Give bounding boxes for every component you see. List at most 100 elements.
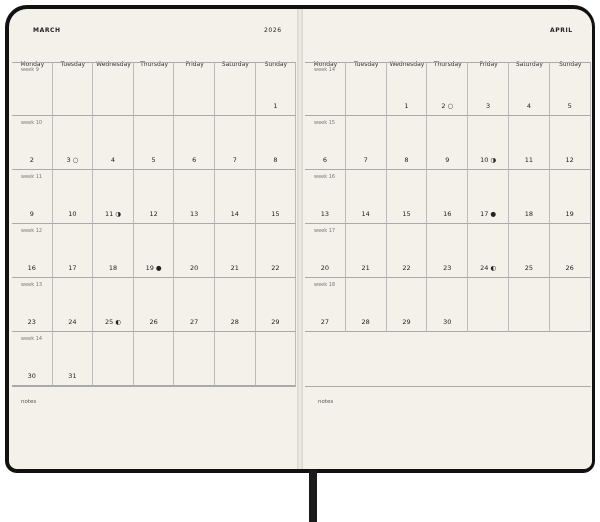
day-cell[interactable]: week 10 2 [12, 116, 53, 170]
day-cell[interactable]: 24 ◐ [468, 224, 509, 278]
day-cell[interactable]: 25 ◐ [93, 278, 134, 332]
weekday-header: Friday [185, 61, 204, 68]
day-cell[interactable]: week 18 27 [305, 278, 346, 332]
day-cell[interactable]: week 15 6 [305, 116, 346, 170]
day-number: 21 [361, 264, 370, 272]
day-cell[interactable] [549, 278, 591, 332]
day-cell[interactable] [345, 62, 387, 116]
day-cell[interactable]: 8 [255, 116, 297, 170]
day-cell[interactable]: 5 [133, 116, 175, 170]
day-cell[interactable]: 21 [215, 224, 256, 278]
bookmark-ribbon[interactable] [309, 470, 317, 522]
day-cell[interactable]: 11 [509, 116, 550, 170]
day-cell[interactable]: 24 [52, 278, 94, 332]
day-cell[interactable]: 13 [174, 170, 215, 224]
day-cell[interactable]: 14 [215, 170, 256, 224]
day-cell[interactable]: 15 [255, 170, 297, 224]
notes-label: notes [21, 399, 37, 405]
day-number: 5 [567, 102, 572, 110]
day-cell[interactable] [509, 278, 550, 332]
day-cell[interactable] [215, 62, 256, 116]
day-cell[interactable]: 31 [52, 332, 94, 386]
day-cell[interactable]: week 16 13 [305, 170, 346, 224]
weekday-header: Tuesday [353, 61, 379, 68]
day-cell[interactable]: 1 [255, 62, 297, 116]
day-number: 23 [27, 318, 36, 326]
day-cell[interactable]: week 17 20 [305, 224, 346, 278]
day-number: 24 [68, 318, 77, 326]
day-number: 23 [443, 264, 452, 272]
weekday-header: Wednesday [389, 61, 425, 68]
day-cell[interactable] [468, 278, 509, 332]
day-cell[interactable]: 8 [386, 116, 428, 170]
day-cell[interactable]: 22 [255, 224, 297, 278]
day-cell[interactable] [255, 332, 297, 386]
day-cell[interactable]: week 14 [305, 62, 346, 116]
day-cell[interactable]: 3 ○ [52, 116, 94, 170]
day-cell[interactable]: 7 [345, 116, 387, 170]
day-number: 14 [230, 210, 239, 218]
weekday-header: Tuesday [60, 61, 86, 68]
day-cell[interactable]: 20 [174, 224, 215, 278]
day-cell[interactable]: 30 [427, 278, 469, 332]
day-number: 20 [190, 264, 199, 272]
day-cell[interactable]: 10 ◑ [468, 116, 509, 170]
day-cell[interactable]: 12 [549, 116, 591, 170]
day-cell[interactable]: 16 [427, 170, 469, 224]
day-cell[interactable]: 2 ○ [427, 62, 469, 116]
day-cell[interactable]: 1 [386, 62, 428, 116]
day-cell[interactable]: 14 [345, 170, 387, 224]
month-title: MARCH [33, 27, 61, 34]
day-cell[interactable]: 23 [427, 224, 469, 278]
notes-divider [305, 386, 591, 387]
day-cell[interactable]: week 9 [12, 62, 53, 116]
day-cell[interactable]: week 13 23 [12, 278, 53, 332]
day-cell[interactable]: 11 ◑ [93, 170, 134, 224]
day-cell[interactable]: 17 ● [468, 170, 509, 224]
day-cell[interactable] [174, 62, 215, 116]
day-cell[interactable] [93, 332, 134, 386]
day-number: 25 [524, 264, 534, 272]
day-cell[interactable]: 25 [509, 224, 550, 278]
day-cell[interactable]: 22 [386, 224, 428, 278]
day-number: 16 [443, 210, 452, 218]
day-cell[interactable] [52, 62, 94, 116]
day-cell[interactable]: 7 [215, 116, 256, 170]
day-cell[interactable] [93, 62, 134, 116]
day-cell[interactable]: 18 [509, 170, 550, 224]
day-cell[interactable]: 21 [345, 224, 387, 278]
day-cell[interactable]: week 14 30 [12, 332, 53, 386]
day-cell[interactable]: 17 [52, 224, 94, 278]
day-number: 31 [68, 372, 77, 380]
day-cell[interactable]: 28 [345, 278, 387, 332]
day-cell[interactable]: 10 [52, 170, 94, 224]
day-cell[interactable]: week 12 16 [12, 224, 53, 278]
day-cell[interactable]: 19 [549, 170, 591, 224]
day-cell[interactable]: 29 [386, 278, 428, 332]
day-cell[interactable]: week 11 9 [12, 170, 53, 224]
day-cell[interactable]: 26 [133, 278, 175, 332]
day-cell[interactable] [133, 62, 175, 116]
day-cell[interactable]: 5 [549, 62, 591, 116]
day-cell[interactable]: 28 [215, 278, 256, 332]
day-cell[interactable]: 29 [255, 278, 297, 332]
day-cell[interactable]: 9 [427, 116, 469, 170]
day-cell[interactable] [174, 332, 215, 386]
day-cell[interactable]: 19 ● [133, 224, 175, 278]
day-cell[interactable]: 6 [174, 116, 215, 170]
day-cell[interactable]: 26 [549, 224, 591, 278]
day-cell[interactable]: 4 [93, 116, 134, 170]
day-cell[interactable] [133, 332, 175, 386]
day-cell[interactable]: 3 [468, 62, 509, 116]
day-number: 7 [232, 156, 237, 164]
day-cell[interactable] [215, 332, 256, 386]
day-cell[interactable]: 12 [133, 170, 175, 224]
day-number: 15 [271, 210, 280, 218]
day-cell[interactable]: 4 [509, 62, 550, 116]
day-cell[interactable]: 27 [174, 278, 215, 332]
week-label: week 13 [21, 282, 43, 288]
april-page: APRIL notes Monday Tuesday Wednesday Thursd… [302, 9, 592, 469]
day-cell[interactable]: 15 [386, 170, 428, 224]
day-cell[interactable]: 18 [93, 224, 134, 278]
day-number: 28 [230, 318, 239, 326]
